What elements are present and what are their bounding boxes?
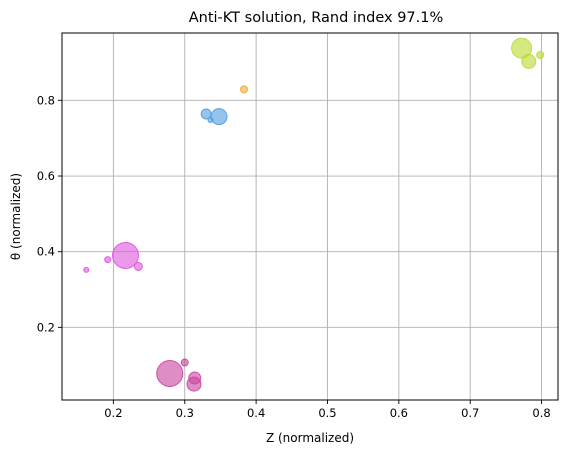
data-point: [112, 241, 140, 269]
data-point: [200, 108, 212, 120]
x-tick-label: 0.7: [461, 406, 479, 420]
series-group: [239, 85, 248, 94]
y-axis-ticks: 0.2 0.4 0.6 0.8: [37, 93, 62, 334]
y-tick-label: 0.2: [37, 320, 55, 334]
x-axis-ticks: 0.2 0.3 0.4 0.5 0.6 0.7 0.8: [104, 400, 551, 420]
data-point: [83, 266, 90, 273]
chart-title: Anti-KT solution, Rand index 97.1%: [189, 10, 444, 26]
data-point: [521, 53, 537, 69]
series-group: [83, 241, 143, 273]
series-group: [156, 358, 202, 392]
data-points: [83, 37, 545, 392]
y-tick-label: 0.4: [37, 245, 55, 259]
data-point: [536, 50, 545, 59]
y-tick-label: 0.8: [37, 93, 55, 107]
x-tick-label: 0.8: [532, 406, 550, 420]
plot-frame: [61, 32, 559, 401]
x-tick-label: 0.4: [247, 406, 265, 420]
data-point: [104, 256, 112, 264]
data-point: [156, 360, 184, 388]
data-point: [210, 108, 228, 126]
data-point: [511, 37, 533, 59]
x-tick-label: 0.2: [104, 406, 122, 420]
data-point: [188, 371, 202, 385]
series-group: [200, 108, 228, 126]
grid: [62, 33, 558, 400]
data-point: [207, 117, 214, 124]
data-point: [180, 358, 189, 367]
x-tick-label: 0.3: [176, 406, 194, 420]
data-point: [239, 85, 248, 94]
y-axis-label: θ (normalized): [9, 173, 23, 260]
x-tick-label: 0.6: [390, 406, 408, 420]
x-tick-label: 0.5: [318, 406, 336, 420]
y-tick-label: 0.6: [37, 169, 55, 183]
x-axis-label: Z (normalized): [266, 431, 354, 445]
series-group: [511, 37, 545, 69]
data-point: [133, 261, 143, 271]
